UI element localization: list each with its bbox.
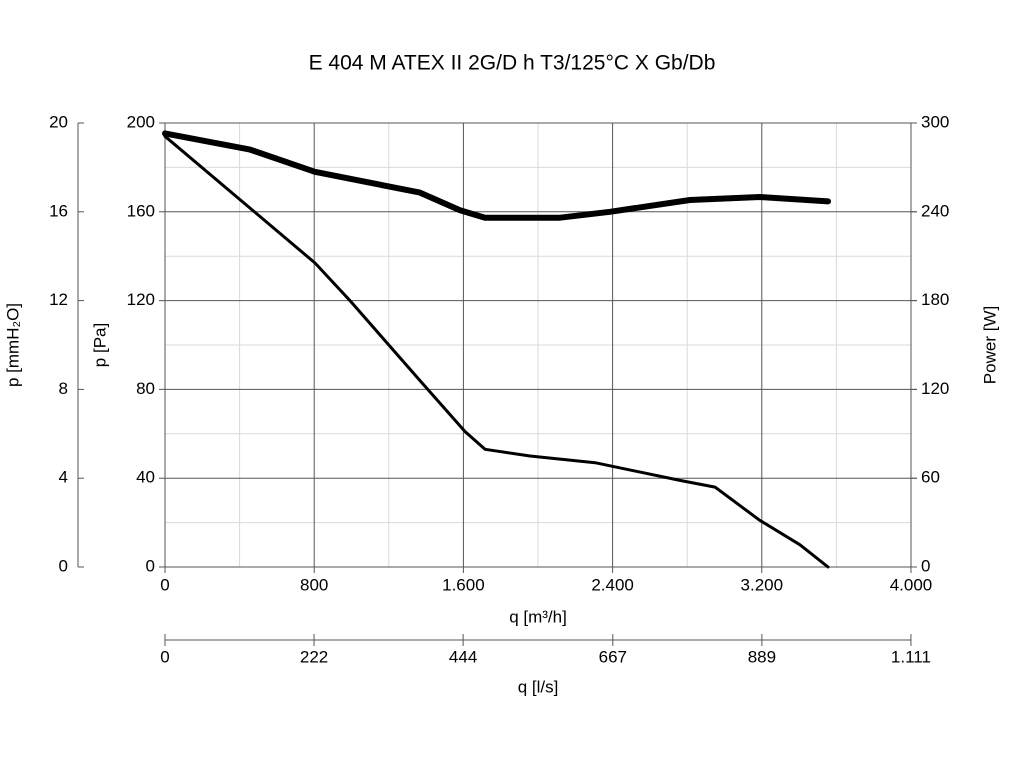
x2-tick-label: 444 [449,647,477,666]
y3-tick-label: 16 [49,201,68,220]
x2-axis-label: q [l/s] [518,677,559,696]
y2-tick-label: 300 [921,112,949,131]
series-line [162,130,831,221]
y2-tick-label: 120 [921,379,949,398]
y3-axis-label: p [mmH₂O] [3,303,22,387]
x-tick-label: 4.000 [890,575,933,594]
y-tick-label: 0 [146,556,155,575]
x2-tick-label: 222 [300,647,328,666]
x-tick-label: 2.400 [591,575,634,594]
x-tick-label: 0 [160,575,169,594]
y3-tick-label: 8 [59,379,68,398]
y-axis-label: p [Pa] [90,323,109,367]
y3-tick-label: 12 [49,290,68,309]
y2-tick-label: 0 [921,556,930,575]
y-tick-label: 120 [127,290,155,309]
y2-axis-label: Power [W] [980,306,999,384]
y-tick-label: 80 [136,379,155,398]
y3-tick-label: 4 [59,468,68,487]
x-axis-label: q [m³/h] [509,607,567,626]
y3-tick-label: 20 [49,112,68,131]
x-tick-label: 3.200 [741,575,784,594]
x2-tick-label: 0 [160,647,169,666]
x2-tick-label: 889 [748,647,776,666]
y2-tick-label: 60 [921,468,940,487]
y3-tick-label: 0 [59,556,68,575]
x-tick-label: 800 [300,575,328,594]
y2-tick-label: 240 [921,201,949,220]
y-tick-label: 200 [127,112,155,131]
chart-title: E 404 M ATEX II 2G/D h T3/125°C X Gb/Db [309,52,716,75]
x-tick-label: 1.600 [442,575,485,594]
y-tick-label: 160 [127,201,155,220]
x2-tick-label: 667 [599,647,627,666]
y-tick-label: 40 [136,468,155,487]
y2-tick-label: 180 [921,290,949,309]
series-line [163,134,830,569]
x2-tick-label: 1.111 [891,647,931,666]
